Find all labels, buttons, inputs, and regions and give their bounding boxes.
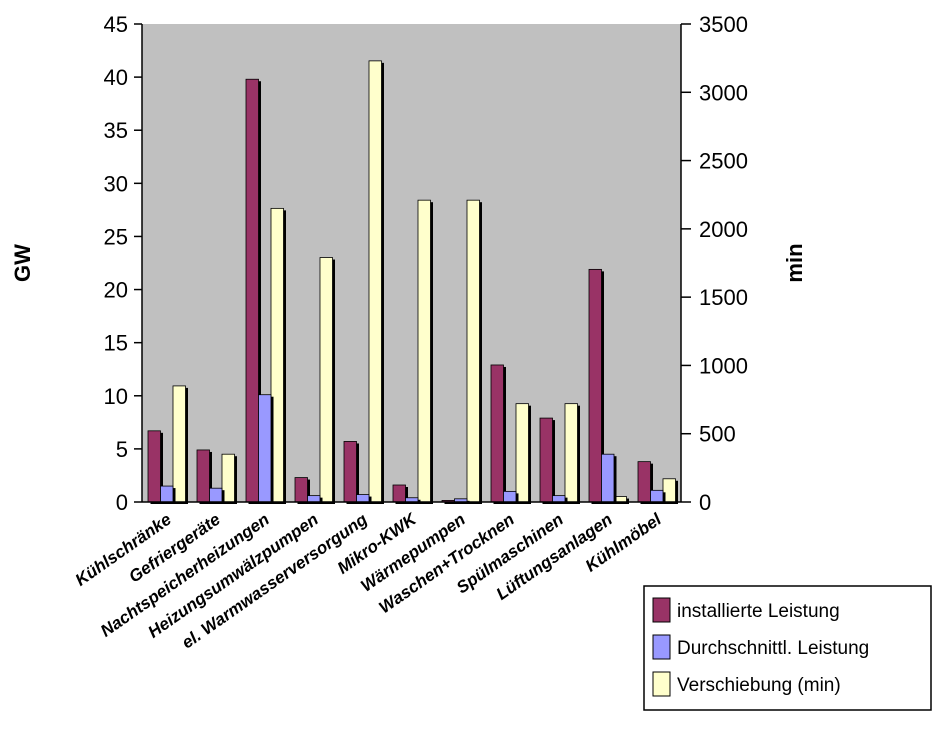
legend-box — [643, 585, 932, 711]
right-axis-title: min — [782, 243, 807, 282]
bar-verschiebung — [417, 199, 431, 503]
category-labels: KühlschränkeGefriergeräteNachtspeicherhe… — [72, 509, 666, 653]
right-tick-label: 500 — [699, 422, 736, 447]
bar-shadow — [444, 502, 457, 504]
bar-durchschnitt — [650, 489, 664, 503]
bar-verschiebung — [515, 403, 529, 503]
bar-installiert — [196, 449, 210, 503]
right-tick-label: 2000 — [699, 217, 748, 242]
right-tick-label: 1000 — [699, 353, 748, 378]
bar-installiert — [539, 417, 553, 503]
bar-installiert — [490, 364, 504, 503]
right-tick-label: 0 — [699, 490, 711, 515]
bar-verschiebung — [466, 199, 480, 503]
bar-installiert — [637, 461, 651, 503]
bar-installiert — [392, 484, 406, 503]
bars — [147, 60, 678, 505]
legend-label: installierte Leistung — [677, 601, 840, 622]
bar-installiert — [343, 441, 357, 503]
bar-durchschnitt — [601, 453, 615, 503]
left-tick-label: 15 — [104, 331, 128, 356]
bar-verschiebung — [172, 385, 186, 503]
right-tick-label: 1500 — [699, 285, 748, 310]
right-ticks: 0 500 1000 1500 2000 2500 3000 3500 — [681, 12, 748, 515]
right-tick-label: 3500 — [699, 12, 748, 37]
bar-installiert — [147, 430, 161, 503]
bar-durchschnitt — [307, 495, 321, 503]
legend-swatch — [652, 671, 671, 697]
left-tick-label: 30 — [104, 171, 128, 196]
left-tick-label: 25 — [104, 224, 128, 249]
legend-items: installierte Leistung Durchschnittl. Leis… — [652, 597, 869, 697]
legend-swatch — [652, 634, 671, 660]
left-ticks: 0 5 10 15 20 25 30 35 40 45 — [104, 12, 142, 515]
left-tick-label: 5 — [116, 437, 128, 462]
left-axis-title: GW — [10, 244, 35, 282]
bar-durchschnitt — [258, 394, 272, 503]
left-tick-label: 20 — [104, 278, 128, 303]
left-tick-label: 35 — [104, 118, 128, 143]
left-tick-label: 40 — [104, 65, 128, 90]
bar-verschiebung — [564, 403, 578, 503]
legend: installierte Leistung Durchschnittl. Leis… — [643, 585, 932, 711]
left-tick-label: 10 — [104, 384, 128, 409]
bar-durchschnitt — [160, 485, 174, 503]
bar-durchschnitt — [552, 495, 566, 503]
bar-durchschnitt — [356, 494, 370, 503]
axes — [141, 24, 682, 503]
bar-verschiebung — [319, 257, 333, 503]
legend-label: Durchschnittl. Leistung — [677, 638, 869, 659]
bar-installiert — [245, 78, 259, 503]
bar-verschiebung — [368, 60, 382, 503]
legend-swatch — [652, 597, 671, 623]
legend-label: Verschiebung (min) — [677, 675, 841, 696]
left-tick-label: 0 — [116, 490, 128, 515]
bar-installiert — [588, 268, 602, 503]
left-tick-label: 45 — [104, 12, 128, 37]
right-tick-label: 2500 — [699, 149, 748, 174]
right-tick-label: 3000 — [699, 80, 748, 105]
bar-durchschnitt — [503, 490, 517, 503]
bar-installiert — [294, 477, 308, 503]
bar-durchschnitt — [209, 487, 223, 503]
